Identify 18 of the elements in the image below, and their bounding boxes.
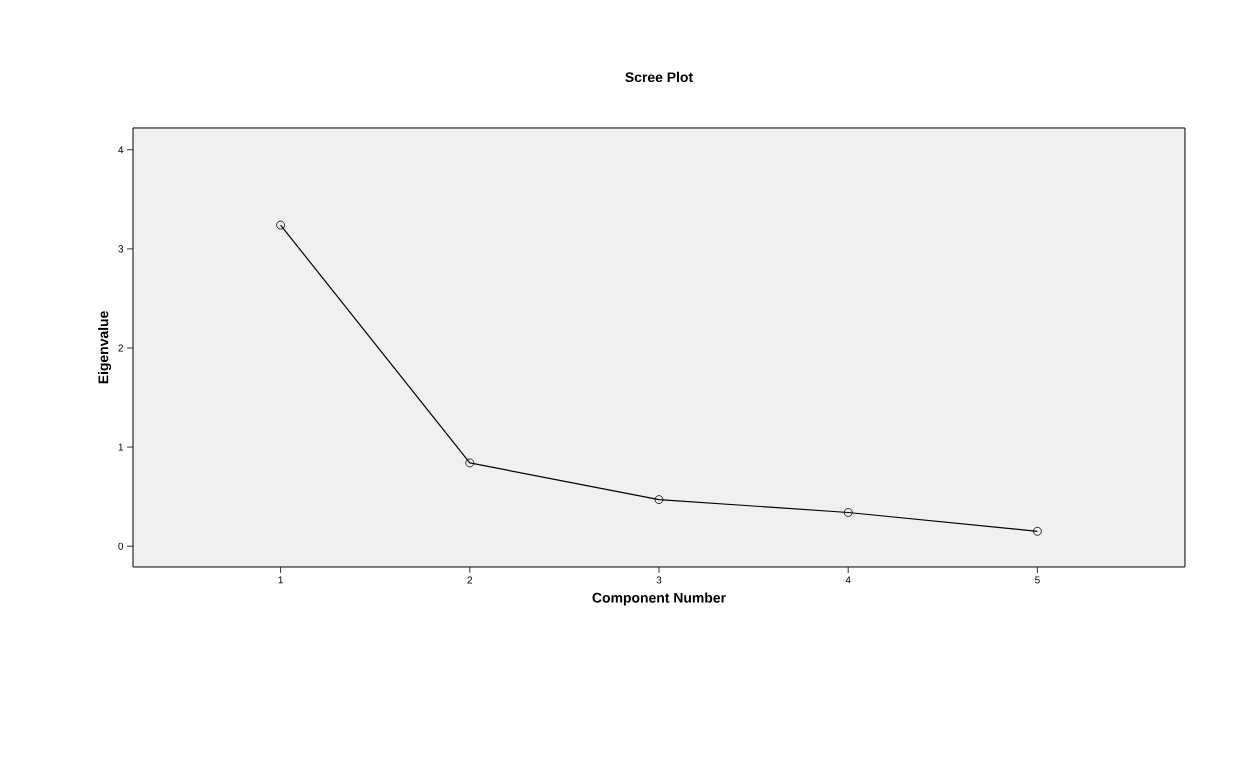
point <box>276 220 285 230</box>
x-tick-label: 2 <box>467 576 473 584</box>
point <box>843 508 853 517</box>
y-axis-title: Eigenvalue <box>98 311 112 384</box>
point <box>465 458 475 468</box>
y-tick-label: 3 <box>118 245 124 253</box>
point <box>654 495 664 504</box>
chart-title: Scree Plot <box>625 71 693 83</box>
x-tick-label: 4 <box>845 576 851 584</box>
x-tick-label: 1 <box>278 576 283 584</box>
x-tick-label: 5 <box>1035 576 1040 584</box>
y-tick-label: 0 <box>118 542 124 550</box>
x-axis-title: Component Number <box>592 592 726 606</box>
point <box>1033 526 1042 536</box>
x-tick-label: 3 <box>656 576 662 584</box>
y-tick-label: 2 <box>118 344 123 352</box>
y-tick-label: 4 <box>118 146 124 154</box>
y-tick-label: 1 <box>118 443 124 451</box>
